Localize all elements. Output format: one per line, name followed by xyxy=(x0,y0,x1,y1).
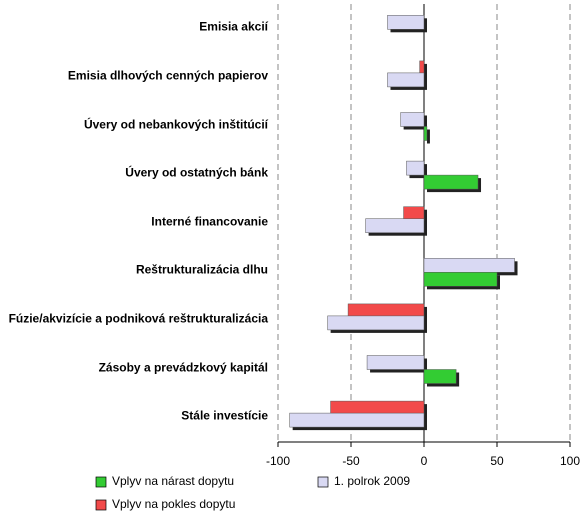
category-text: Stále investície xyxy=(181,408,268,423)
category-label: Reštrukturalizácia dlhu xyxy=(4,262,268,279)
category-label: Úvery od ostatných bánk xyxy=(4,165,268,182)
bar xyxy=(365,218,425,233)
bar-shadow xyxy=(422,63,427,78)
bar xyxy=(387,72,425,88)
category-text: Zásoby a prevádzkový kapitál xyxy=(98,360,268,374)
category-label: Fúzie/akvizície a podniková reštruktural… xyxy=(4,310,268,327)
legend-label: Vplyv na pokles dopytu xyxy=(112,497,235,511)
category-text: Emisia akcií xyxy=(199,19,268,34)
category-text: Reštrukturalizácia dlhu xyxy=(135,262,268,277)
category-text: Emisia dlhových cenných papierov xyxy=(67,68,268,83)
bar xyxy=(406,160,425,176)
legend-swatch xyxy=(95,499,107,511)
bar xyxy=(423,369,457,384)
category-label: Emisia akcií xyxy=(4,19,268,36)
bar xyxy=(423,272,498,287)
bar xyxy=(423,258,515,273)
bar xyxy=(387,15,425,30)
x-tick-label: 0 xyxy=(421,454,428,468)
legend-swatch xyxy=(317,476,329,488)
bar xyxy=(423,174,479,190)
category-label: Interné financovanie xyxy=(4,213,268,230)
category-label: Úvery od nebankových inštitúcií xyxy=(4,116,268,133)
category-text: Fúzie/akvizície a podniková reštruktural… xyxy=(8,311,268,326)
category-label: Emisia dlhových cenných papierov xyxy=(4,67,268,84)
bar xyxy=(366,355,425,370)
bar-shadow xyxy=(427,129,430,144)
category-text: Interné financovanie xyxy=(151,214,268,229)
category-text: Úvery od ostatných bánk xyxy=(125,165,268,180)
category-text: Úvery od nebankových inštitúcií xyxy=(83,117,268,131)
legend-label: Vplyv na nárast dopytu xyxy=(112,474,234,488)
x-tick-label: 100 xyxy=(560,454,580,468)
category-label: Stále investície xyxy=(4,408,268,425)
bar xyxy=(400,112,425,127)
legend-swatch xyxy=(95,476,107,488)
legend-label: 1. polrok 2009 xyxy=(334,474,410,488)
x-tick-label: 50 xyxy=(490,454,504,468)
category-label: Zásoby a prevádzkový kapitál xyxy=(4,359,268,376)
bar xyxy=(327,315,425,331)
bar xyxy=(423,126,428,141)
x-tick-label: -50 xyxy=(342,454,360,468)
bar xyxy=(289,412,425,428)
x-tick-label: -100 xyxy=(266,454,290,468)
